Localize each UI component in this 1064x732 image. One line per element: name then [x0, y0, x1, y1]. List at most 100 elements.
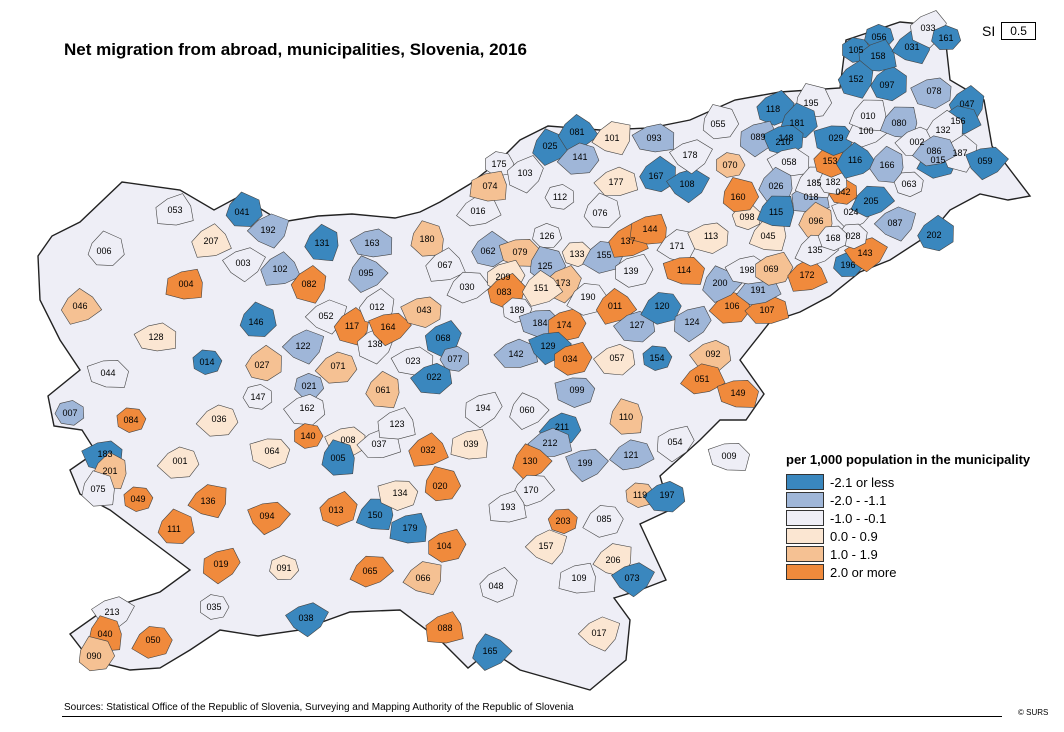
municipality-code-label: 035	[206, 602, 221, 612]
municipality-code-label: 203	[555, 516, 570, 526]
municipality-code-label: 005	[330, 453, 345, 463]
legend-label: 0.0 - 0.9	[830, 528, 878, 544]
municipality-code-label: 100	[858, 126, 873, 136]
municipality-code-label: 120	[654, 301, 669, 311]
legend-label: -1.0 - -0.1	[830, 510, 887, 526]
municipality-region	[123, 486, 154, 512]
municipality-region	[390, 346, 434, 376]
municipality-code-label: 149	[730, 388, 745, 398]
municipality-region	[640, 292, 682, 325]
municipality-code-label: 143	[857, 248, 872, 258]
municipality-code-label: 016	[470, 206, 485, 216]
municipality-code-label: 160	[730, 192, 745, 202]
municipality-code-label: 012	[369, 302, 384, 312]
municipality-code-label: 128	[148, 332, 163, 342]
municipality-code-label: 103	[517, 168, 532, 178]
municipality-code-label: 117	[345, 321, 359, 331]
municipality-region	[269, 554, 300, 580]
municipality-region	[656, 425, 695, 463]
legend-row: -1.0 - -0.1	[786, 509, 1046, 527]
si-value: 0.5	[1001, 22, 1036, 40]
municipality-region	[544, 184, 575, 210]
municipality-code-label: 018	[803, 192, 818, 202]
municipality-code-label: 153	[822, 156, 837, 166]
municipality-region	[319, 491, 358, 527]
municipality-code-label: 116	[848, 155, 862, 165]
municipality-code-label: 094	[259, 511, 274, 521]
municipality-code-label: 154	[649, 353, 664, 363]
municipality-region	[281, 329, 325, 365]
municipality-region	[583, 192, 621, 228]
legend-swatch	[786, 546, 824, 562]
municipality-code-label: 069	[763, 264, 778, 274]
municipality-region	[239, 301, 277, 337]
legend-row: 1.0 - 1.9	[786, 545, 1046, 563]
municipality-region	[314, 351, 358, 384]
municipality-region	[86, 359, 129, 388]
municipality-code-label: 213	[104, 607, 119, 617]
legend-swatch	[786, 528, 824, 544]
municipality-region	[910, 77, 952, 109]
legend-label: 1.0 - 1.9	[830, 546, 878, 562]
municipality-region	[506, 155, 544, 194]
municipality-code-label: 211	[555, 422, 569, 432]
municipality-region	[464, 391, 503, 429]
municipality-region	[222, 247, 266, 283]
municipality-region	[593, 343, 636, 376]
municipality-region	[716, 152, 746, 178]
municipality-region	[554, 377, 596, 408]
municipality-code-label: 074	[482, 181, 497, 191]
municipality-code-label: 194	[475, 403, 490, 413]
municipality-region	[565, 448, 609, 483]
municipality-region	[425, 247, 466, 282]
municipality-region	[78, 636, 116, 672]
municipality-region	[247, 501, 291, 536]
municipality-region	[439, 346, 470, 372]
municipality-code-label: 121	[623, 450, 638, 460]
municipality-code-label: 164	[380, 322, 395, 332]
municipality-code-label: 127	[629, 320, 644, 330]
municipality-code-label: 057	[609, 353, 624, 363]
national-value-box: SI 0.5	[982, 22, 1036, 40]
municipality-code-label: 020	[432, 481, 447, 491]
municipality-code-label: 033	[920, 23, 935, 33]
municipality-region	[389, 512, 427, 544]
municipality-code-label: 028	[845, 231, 860, 241]
municipality-code-label: 081	[569, 127, 584, 137]
municipality-code-label: 146	[248, 317, 263, 327]
municipality-region	[402, 561, 442, 596]
municipality-code-label: 046	[72, 301, 87, 311]
municipality-code-label: 089	[750, 132, 765, 142]
municipality-region	[349, 555, 395, 588]
municipality-code-label: 132	[935, 125, 950, 135]
municipality-code-label: 168	[825, 233, 840, 243]
municipality-region	[609, 439, 655, 471]
municipality-region	[931, 24, 962, 50]
municipality-region	[870, 64, 907, 102]
map-title: Net migration from abroad, municipalitie…	[64, 40, 527, 59]
municipality-code-label: 135	[807, 245, 822, 255]
municipality-region	[192, 349, 223, 375]
legend-row: -2.1 or less	[786, 473, 1046, 491]
municipality-region	[408, 432, 449, 467]
municipality-code-label: 118	[766, 104, 780, 114]
municipality-code-label: 183	[97, 449, 112, 459]
municipality-code-label: 021	[301, 381, 316, 391]
municipality-code-label: 165	[482, 646, 497, 656]
municipality-region	[116, 407, 147, 433]
municipality-region	[591, 121, 631, 156]
municipality-code-label: 174	[556, 320, 571, 330]
municipality-code-label: 198	[739, 265, 754, 275]
municipality-region	[609, 398, 643, 435]
municipality-code-label: 006	[96, 246, 111, 256]
municipality-region	[787, 257, 828, 292]
municipality-code-label: 137	[620, 236, 635, 246]
municipality-code-label: 106	[724, 301, 739, 311]
legend-row: 2.0 or more	[786, 563, 1046, 581]
municipality-region	[187, 484, 227, 519]
municipality-code-label: 161	[938, 33, 953, 43]
municipality-code-label: 212	[542, 438, 557, 448]
municipality-code-label: 166	[879, 160, 894, 170]
municipality-code-label: 207	[203, 236, 218, 246]
municipality-region	[290, 265, 327, 304]
